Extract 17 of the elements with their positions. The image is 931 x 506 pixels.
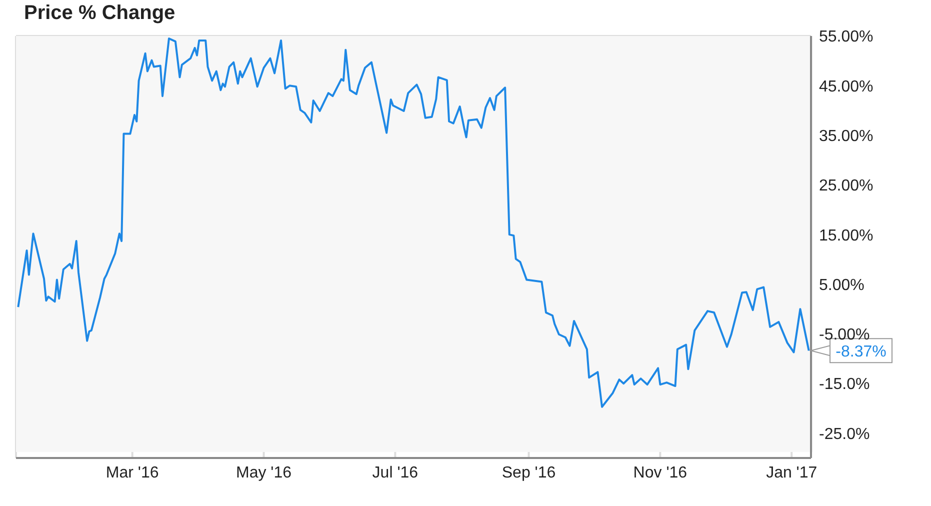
x-tick-label: Nov '16 [633,464,688,482]
x-tick-label: Jan '17 [766,464,818,482]
chart-title: Price % Change [24,2,176,25]
x-tick-label: May '16 [236,464,292,482]
y-tick-label: -5.00% [819,326,870,344]
y-tick-label: -25.0% [819,426,870,443]
y-tick-label: 55.00% [819,28,874,46]
y-tick-label: 5.00% [819,276,864,294]
y-tick-label: 15.00% [819,227,874,244]
x-tick-label: Sep '16 [502,464,556,482]
y-tick-label: 35.00% [819,128,874,145]
y-tick-label: 25.00% [819,178,874,195]
x-tick-label: Jul '16 [372,464,418,482]
x-tick-label: Mar '16 [106,464,159,482]
y-tick-label: 45.00% [819,78,874,96]
y-tick-label: -15.0% [819,376,870,394]
annotation: -8.37% [836,344,886,361]
